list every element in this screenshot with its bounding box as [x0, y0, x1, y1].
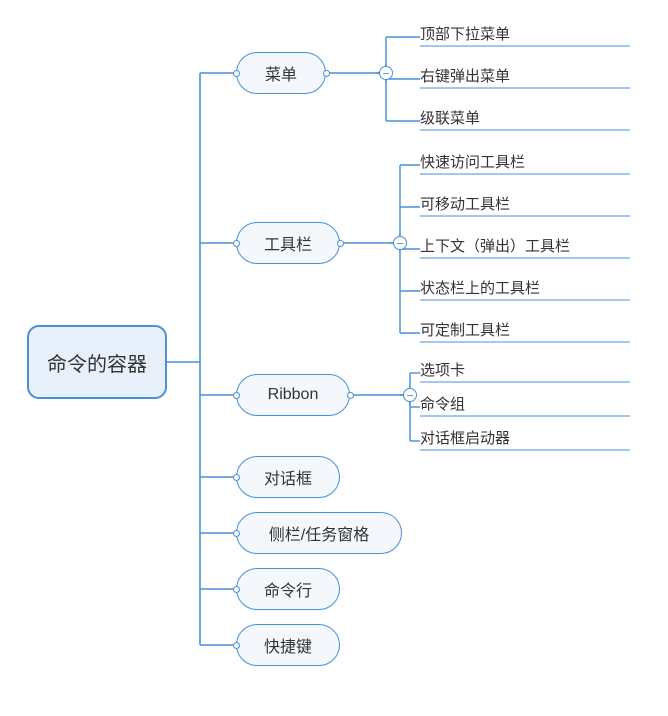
leaf-r0: 选项卡: [420, 359, 465, 380]
root-label: 命令的容器: [27, 325, 167, 399]
collapse-toggle[interactable]: −: [403, 388, 417, 402]
connector-dot: [233, 530, 240, 537]
child-node-cmdline: 命令行: [236, 568, 340, 610]
child-label: Ribbon: [236, 374, 350, 416]
child-label: 菜单: [236, 52, 326, 94]
connector-dot: [347, 392, 354, 399]
child-node-toolbar: 工具栏: [236, 222, 340, 264]
child-label: 对话框: [236, 456, 340, 498]
connector-dot: [233, 392, 240, 399]
child-node-menu: 菜单: [236, 52, 326, 94]
leaf-t3: 状态栏上的工具栏: [420, 277, 540, 298]
leaf-m2: 级联菜单: [420, 107, 480, 128]
child-node-hotkey: 快捷键: [236, 624, 340, 666]
leaf-r1: 命令组: [420, 393, 465, 414]
leaf-m1: 右键弹出菜单: [420, 65, 510, 86]
connector-dot: [233, 642, 240, 649]
leaf-m0: 顶部下拉菜单: [420, 23, 510, 44]
child-label: 侧栏/任务窗格: [236, 512, 402, 554]
child-node-dialog: 对话框: [236, 456, 340, 498]
leaf-t4: 可定制工具栏: [420, 319, 510, 340]
connector-dot: [337, 240, 344, 247]
leaf-t2: 上下文（弹出）工具栏: [420, 235, 570, 256]
child-node-sidebar: 侧栏/任务窗格: [236, 512, 402, 554]
connector-dot: [233, 70, 240, 77]
connector-dot: [233, 586, 240, 593]
child-node-ribbon: Ribbon: [236, 374, 350, 416]
connector-dot: [233, 240, 240, 247]
leaf-r2: 对话框启动器: [420, 427, 510, 448]
leaf-t1: 可移动工具栏: [420, 193, 510, 214]
connector-dot: [323, 70, 330, 77]
collapse-toggle[interactable]: −: [379, 66, 393, 80]
child-label: 快捷键: [236, 624, 340, 666]
child-label: 工具栏: [236, 222, 340, 264]
leaf-t0: 快速访问工具栏: [420, 151, 525, 172]
connector-dot: [233, 474, 240, 481]
child-label: 命令行: [236, 568, 340, 610]
root-node: 命令的容器: [27, 325, 167, 399]
collapse-toggle[interactable]: −: [393, 236, 407, 250]
